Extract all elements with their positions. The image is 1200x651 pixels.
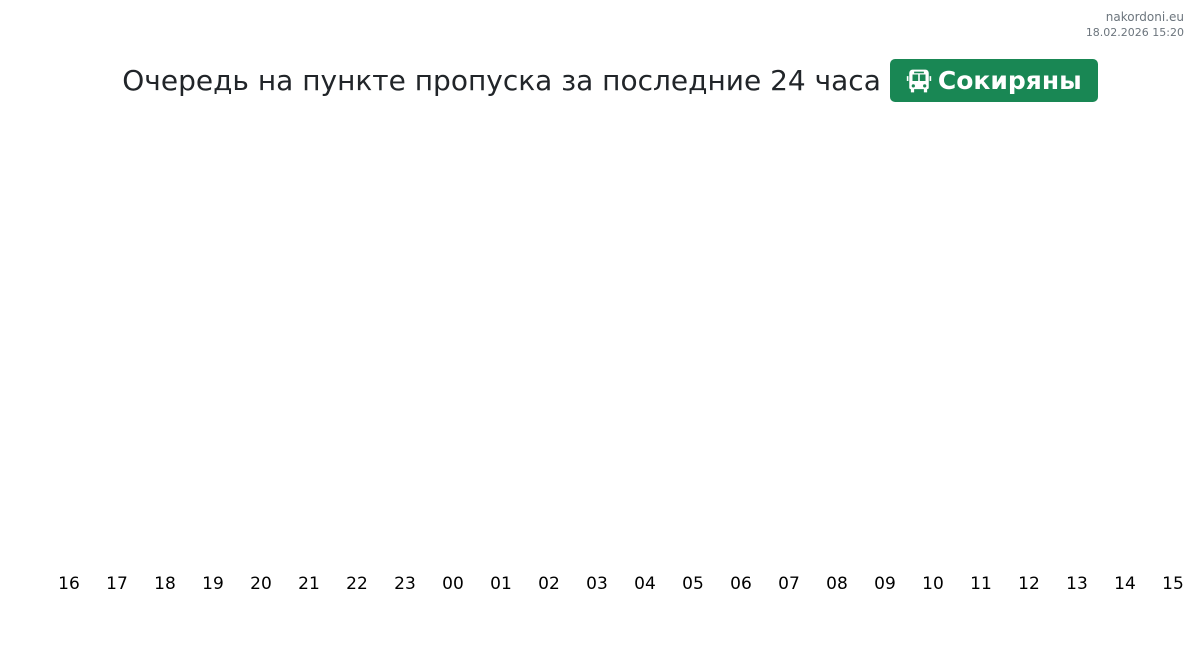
site-name: nakordoni.eu [1105, 10, 1184, 24]
x-tick-label: 10 [922, 574, 944, 594]
x-tick-label: 04 [634, 574, 656, 594]
x-tick-label: 16 [58, 574, 80, 594]
queue-chart: 16 17 18 19 20 21 22 23 00 01 02 03 04 05 06 07 08 09 10 11… [58, 574, 1184, 594]
x-tick-label: 00 [442, 574, 464, 594]
x-tick-label: 23 [394, 574, 416, 594]
site-brand: nakordoni.eu 18.02.2026 15:20 [1086, 9, 1184, 41]
x-tick-label: 20 [250, 574, 272, 594]
x-tick-label: 01 [490, 574, 512, 594]
checkpoint-name: Сокиряны [937, 66, 1082, 95]
header: Очередь на пункте пропуска за последние … [0, 59, 1200, 102]
x-tick-label: 13 [1066, 574, 1088, 594]
x-tick-label: 18 [154, 574, 176, 594]
x-tick-label: 05 [682, 574, 704, 594]
x-tick-label: 17 [106, 574, 128, 594]
timestamp: 18.02.2026 15:20 [1085, 26, 1184, 39]
x-tick-label: 08 [826, 574, 848, 594]
x-tick-label: 07 [778, 574, 800, 594]
x-tick-label: 19 [202, 574, 224, 594]
x-tick-label: 06 [730, 574, 752, 594]
checkpoint-badge: Сокиряны [889, 59, 1098, 102]
x-tick-label: 14 [1114, 574, 1136, 594]
x-tick-label: 22 [346, 574, 368, 594]
x-tick-label: 12 [1018, 574, 1040, 594]
page-title: Очередь на пункте пропуска за последние … [122, 64, 881, 97]
bus-icon [906, 69, 932, 92]
x-tick-label: 02 [538, 574, 560, 594]
x-tick-label: 21 [298, 574, 320, 594]
x-tick-label: 03 [586, 574, 608, 594]
x-tick-label: 11 [970, 574, 992, 594]
x-tick-label: 15 [1162, 574, 1184, 594]
x-tick-label: 09 [874, 574, 896, 594]
